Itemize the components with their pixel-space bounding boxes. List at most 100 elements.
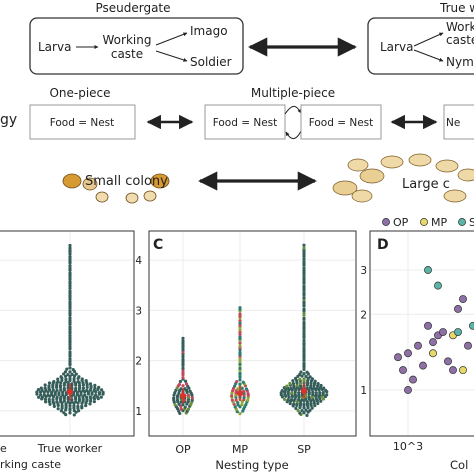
swarm-point [81,386,85,390]
swarm-point [68,374,72,379]
swarm-point [76,401,80,405]
swarm-point [302,367,306,371]
swarm-point [302,277,306,281]
swarm-point [56,379,60,384]
swarm-point [181,348,185,352]
swarm-point [298,384,303,388]
swarm-point [302,307,306,311]
swarm-point [242,389,246,393]
swarm-point [56,407,60,411]
swarm-point [319,383,323,388]
swarm-point [83,393,87,397]
swarm-point [238,366,242,370]
soldier-label: Soldier [190,55,232,69]
swarm-point [294,388,298,392]
swarm-point [233,405,237,409]
swarm-point [238,306,242,310]
tw-larva-to-working-arrow [413,32,444,47]
swarm-point [85,385,89,390]
swarm-point [76,379,80,384]
scatter-point [399,366,407,375]
pseudergate-title: Pseuderg­ate [95,1,170,15]
swarm-point [293,390,297,394]
caste-row: Pseuderg­ate Larva Working caste Imago S… [29,1,474,75]
swarm-point [190,396,194,400]
swarm-point [72,377,76,381]
swarm-point [43,397,48,402]
swarm-point [81,397,85,401]
swarm-point [302,296,306,300]
swarm-point [304,393,308,397]
swarm-point [70,386,74,390]
swarm-point [66,395,70,400]
swarm-point [238,332,242,336]
swarm-point [173,403,177,407]
swarm-point [51,388,55,392]
swarm-point [302,311,306,316]
swarm-point [81,381,85,385]
swarm-point [238,375,242,379]
swarm-point [304,397,308,401]
legend-swatch [458,218,466,226]
swarm-point [66,373,70,377]
swarm-point [74,372,78,376]
swarm-point [59,409,63,413]
swarm-point [184,382,189,386]
swarm-point [302,275,306,279]
one-piece-box [29,104,136,140]
swarm-point [35,390,39,394]
swarm-point [80,377,84,381]
true-worker-larva: Larva [380,40,413,54]
swarm-point [302,252,306,256]
scatter-point [454,328,462,336]
swarm-point [292,384,296,388]
panel-b: e True worker rking caste [0,230,135,471]
swarm-point [72,409,76,413]
swarm-point [236,387,240,391]
panel-b-xlabel: rking caste [0,458,61,471]
large-colony-label: Large c [402,177,450,192]
swarm-point [70,382,74,386]
separate-box [443,104,474,140]
swarm-point [290,394,294,399]
swarm-point [238,312,242,316]
swarm-point [302,327,306,331]
swarm-point [289,386,293,390]
swarm-point [48,402,52,406]
swarm-point [68,277,72,281]
swarm-point [99,395,103,399]
swarm-point [68,254,72,259]
swarm-point [238,328,242,332]
swarm-point [58,384,63,388]
swarm-point [296,408,300,413]
swarm-point [238,382,242,386]
multiple-piece-box-right-text: Food = Nest [309,117,374,129]
swarm-point [97,391,102,395]
swarm-point [60,406,64,410]
one-piece-title: One-piece [49,86,110,100]
swarm-point [40,395,44,399]
swarm-point [60,404,64,408]
swarm-point [93,383,97,387]
swarm-point [62,386,66,390]
y-tick-label: 1 [360,385,367,397]
legend-swatch [382,218,390,226]
swarm-point [302,341,306,345]
swarm-point [183,387,187,391]
swarm-point [230,394,234,398]
swarm-point [84,395,89,399]
swarm-point [293,376,298,381]
panel-b-tick-true-worker: True worker [37,442,103,455]
swarm-point [68,279,72,284]
swarm-point [302,372,306,376]
swarm-point [309,384,313,388]
swarm-point [179,400,183,404]
swarm-point [70,400,74,404]
scatter-point [434,281,442,290]
swarm-point [181,336,185,340]
swarm-point [302,406,306,410]
swarm-point [238,319,242,323]
swarm-point [233,384,237,388]
swarm-point [68,246,72,250]
